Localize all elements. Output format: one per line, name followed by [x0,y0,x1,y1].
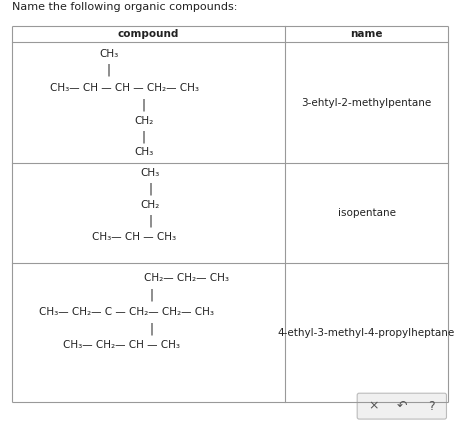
FancyBboxPatch shape [357,393,447,419]
Text: |: | [107,64,111,76]
Text: CH₂— CH₂— CH₃: CH₂— CH₂— CH₃ [144,273,228,283]
Text: CH₃: CH₃ [141,168,160,178]
Text: CH₃— CH — CH₃: CH₃— CH — CH₃ [92,232,176,242]
Text: |: | [142,98,146,111]
Text: isopentane: isopentane [337,208,395,218]
Text: CH₃: CH₃ [134,147,153,158]
Text: name: name [350,29,383,39]
Text: 4-ethyl-3-methyl-4-propylheptane: 4-ethyl-3-methyl-4-propylheptane [278,327,455,337]
Text: CH₃— CH — CH — CH₂— CH₃: CH₃— CH — CH — CH₂— CH₃ [50,83,200,93]
Text: |: | [149,322,154,335]
Text: CH₃: CH₃ [99,49,118,59]
Text: 3-ehtyl-2-methylpentane: 3-ehtyl-2-methylpentane [301,98,432,108]
Text: ×: × [368,400,379,413]
Text: CH₃— CH₂— CH — CH₃: CH₃— CH₂— CH — CH₃ [63,340,180,350]
Text: |: | [148,215,153,228]
Text: ↶: ↶ [397,400,407,413]
Text: |: | [148,183,153,196]
Text: ?: ? [428,400,435,413]
Text: CH₂: CH₂ [134,116,153,126]
Text: |: | [149,288,154,301]
Text: CH₃— CH₂— C — CH₂— CH₂— CH₃: CH₃— CH₂— C — CH₂— CH₂— CH₃ [39,307,214,317]
Text: CH₂: CH₂ [141,200,160,210]
Text: Name the following organic compounds:: Name the following organic compounds: [12,2,237,12]
Text: |: | [142,130,146,143]
Text: compound: compound [118,29,179,39]
